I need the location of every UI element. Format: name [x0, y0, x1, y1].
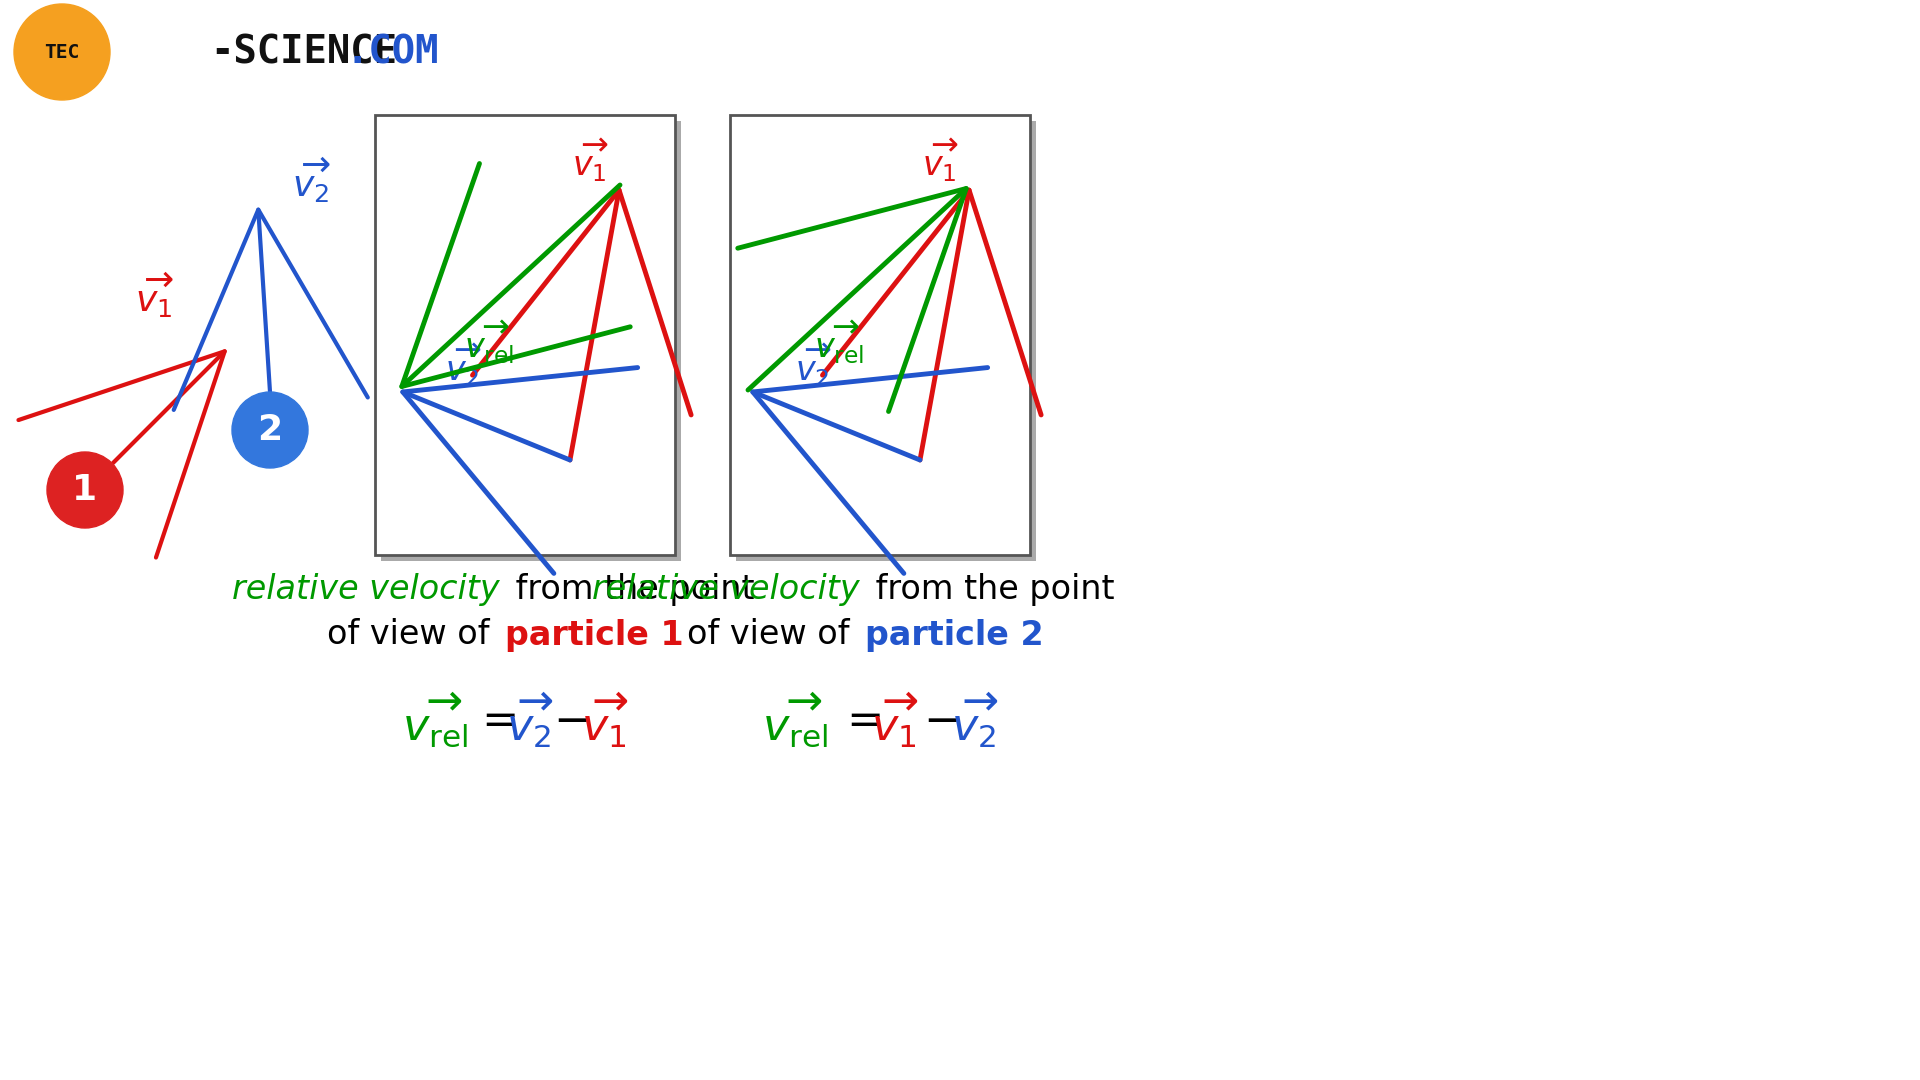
- Text: $\overrightarrow{v_{\rm rel}}$: $\overrightarrow{v_{\rm rel}}$: [814, 319, 864, 366]
- Text: .COM: .COM: [346, 33, 438, 71]
- Text: $\overrightarrow{v_{\rm rel}}$: $\overrightarrow{v_{\rm rel}}$: [762, 690, 828, 750]
- Text: $-$: $-$: [553, 699, 588, 742]
- Circle shape: [232, 392, 307, 468]
- Text: $\overrightarrow{v_{2}}$: $\overrightarrow{v_{2}}$: [292, 156, 332, 205]
- Text: particle 2: particle 2: [866, 619, 1044, 651]
- Text: $\overrightarrow{v_2}$: $\overrightarrow{v_2}$: [507, 690, 553, 750]
- Text: of view of: of view of: [326, 619, 499, 651]
- Circle shape: [13, 4, 109, 100]
- Circle shape: [46, 453, 123, 528]
- Text: -SCIENCE: -SCIENCE: [209, 33, 397, 71]
- Bar: [730, 114, 1029, 555]
- Text: $\overrightarrow{v_{\rm rel}}$: $\overrightarrow{v_{\rm rel}}$: [465, 319, 515, 366]
- Text: $\overrightarrow{v_{1}}$: $\overrightarrow{v_{1}}$: [136, 270, 175, 320]
- Text: $\overrightarrow{v_{2}}$: $\overrightarrow{v_{2}}$: [445, 341, 482, 389]
- Text: relative velocity: relative velocity: [232, 573, 499, 607]
- Text: $=$: $=$: [474, 699, 516, 742]
- Text: relative velocity: relative velocity: [593, 573, 860, 607]
- Text: of view of: of view of: [687, 619, 860, 651]
- Text: $=$: $=$: [839, 699, 881, 742]
- Text: TEC: TEC: [44, 42, 79, 62]
- Bar: [380, 121, 682, 561]
- Text: $-$: $-$: [924, 699, 958, 742]
- Text: 2: 2: [257, 413, 282, 447]
- Bar: [374, 114, 676, 555]
- Text: 1: 1: [73, 473, 98, 507]
- Text: $\overrightarrow{v_{1}}$: $\overrightarrow{v_{1}}$: [922, 136, 958, 184]
- Text: from the point: from the point: [505, 573, 755, 607]
- Text: $\overrightarrow{v_2}$: $\overrightarrow{v_2}$: [950, 690, 998, 750]
- Text: $\overrightarrow{v_1}$: $\overrightarrow{v_1}$: [872, 690, 918, 750]
- Text: from the point: from the point: [866, 573, 1114, 607]
- Text: particle 1: particle 1: [505, 619, 684, 651]
- Text: $\overrightarrow{v_{\rm rel}}$: $\overrightarrow{v_{\rm rel}}$: [401, 690, 468, 750]
- Bar: [735, 121, 1037, 561]
- Text: $\overrightarrow{v_1}$: $\overrightarrow{v_1}$: [582, 690, 628, 750]
- Text: $\overrightarrow{v_{1}}$: $\overrightarrow{v_{1}}$: [572, 136, 609, 184]
- Text: $\overrightarrow{v_{2}}$: $\overrightarrow{v_{2}}$: [795, 341, 831, 389]
